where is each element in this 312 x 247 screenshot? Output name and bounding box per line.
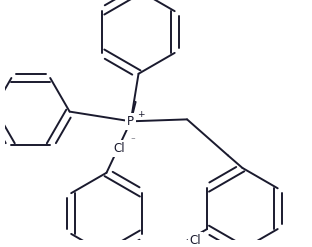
Text: +: + xyxy=(137,110,144,119)
Text: ⁻: ⁻ xyxy=(130,136,135,145)
Text: P: P xyxy=(127,115,134,128)
Text: Cl: Cl xyxy=(189,234,201,247)
Text: Cl: Cl xyxy=(113,142,125,155)
